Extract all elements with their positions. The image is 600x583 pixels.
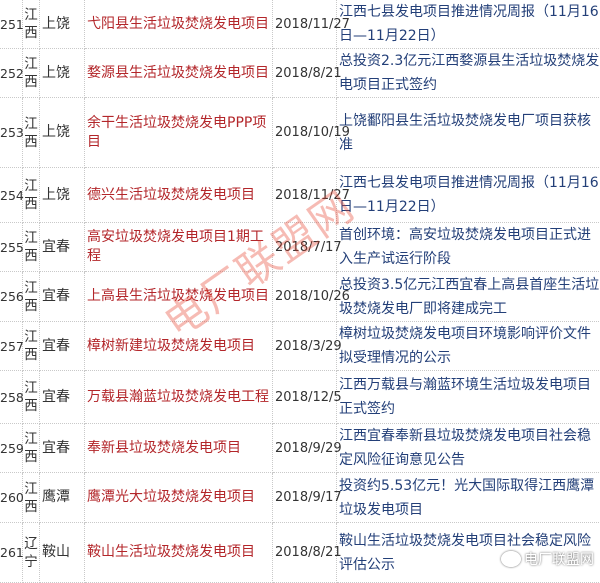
date: 2018/8/21: [273, 523, 337, 583]
news-link[interactable]: 樟树垃圾焚烧发电项目环境影响评价文件拟受理情况的公示: [337, 322, 600, 371]
province: 江西: [23, 49, 40, 98]
city: 鹰潭: [40, 473, 85, 523]
news-link[interactable]: 投资约5.53亿元！光大国际取得江西鹰潭垃圾发电项目: [337, 473, 600, 523]
project-name[interactable]: 上高县生活垃圾焚烧发电项目: [85, 272, 273, 322]
province: 江西: [23, 424, 40, 473]
logo-text: 电厂联盟网: [524, 549, 594, 569]
province: 江西: [23, 371, 40, 424]
city: 宜春: [40, 371, 85, 424]
row-number: 253: [0, 98, 23, 168]
row-number: 255: [0, 223, 23, 272]
date: 2018/9/29: [273, 424, 337, 473]
city: 宜春: [40, 424, 85, 473]
row-number: 251: [0, 0, 23, 49]
city: 鞍山: [40, 523, 85, 583]
date: 2018/8/21: [273, 49, 337, 98]
date: 2018/7/17: [273, 223, 337, 272]
row-number: 256: [0, 272, 23, 322]
project-name[interactable]: 弋阳县生活垃圾焚烧发电项目: [85, 0, 273, 49]
row-number: 259: [0, 424, 23, 473]
province: 江西: [23, 272, 40, 322]
row-number: 260: [0, 473, 23, 523]
news-link[interactable]: 江西七县发电项目推进情况周报（11月16日—11月22日）: [337, 168, 600, 223]
project-name[interactable]: 樟树新建垃圾焚烧发电项目: [85, 322, 273, 371]
row-number: 257: [0, 322, 23, 371]
province: 江西: [23, 0, 40, 49]
date: 2018/10/19: [273, 98, 337, 168]
province: 江西: [23, 322, 40, 371]
city: 上饶: [40, 168, 85, 223]
date: 2018/10/26: [273, 272, 337, 322]
project-name[interactable]: 高安垃圾焚烧发电项目1期工程: [85, 223, 273, 272]
row-number: 252: [0, 49, 23, 98]
city: 宜春: [40, 223, 85, 272]
news-link[interactable]: 首创环境：高安垃圾焚烧发电项目正式进入生产试运行阶段: [337, 223, 600, 272]
province: 江西: [23, 98, 40, 168]
row-number: 261: [0, 523, 23, 583]
news-link[interactable]: 江西七县发电项目推进情况周报（11月16日—11月22日）: [337, 0, 600, 49]
news-link[interactable]: 江西宜春奉新县垃圾焚烧发电项目社会稳定风险征询意见公告: [337, 424, 600, 473]
province: 辽宁: [23, 523, 40, 583]
row-number: 258: [0, 371, 23, 424]
project-name[interactable]: 余干生活垃圾焚烧发电PPP项目: [85, 98, 273, 168]
province: 江西: [23, 223, 40, 272]
project-name[interactable]: 万载县瀚蓝垃圾焚烧发电工程: [85, 371, 273, 424]
city: 上饶: [40, 0, 85, 49]
date: 2018/9/17: [273, 473, 337, 523]
date: 2018/11/27: [273, 0, 337, 49]
project-name[interactable]: 鞍山生活垃圾焚烧发电项目: [85, 523, 273, 583]
city: 上饶: [40, 98, 85, 168]
city: 宜春: [40, 322, 85, 371]
province: 江西: [23, 168, 40, 223]
wechat-logo: 电厂联盟网: [501, 549, 594, 569]
project-name[interactable]: 鹰潭光大垃圾焚烧发电项目: [85, 473, 273, 523]
news-link[interactable]: 上饶鄱阳县生活垃圾焚烧发电厂项目获核准: [337, 98, 600, 168]
row-number: 254: [0, 168, 23, 223]
date: 2018/3/29: [273, 322, 337, 371]
wechat-icon: [501, 551, 521, 567]
project-name[interactable]: 婺源县生活垃圾焚烧发电项目: [85, 49, 273, 98]
province: 江西: [23, 473, 40, 523]
news-link[interactable]: 江西万载县与瀚蓝环境生活垃圾发电项目正式签约: [337, 371, 600, 424]
city: 上饶: [40, 49, 85, 98]
news-link[interactable]: 总投资3.5亿元江西宜春上高县首座生活垃圾焚烧发电厂即将建成完工: [337, 272, 600, 322]
news-link[interactable]: 总投资2.3亿元江西婺源县生活垃圾焚烧发电项目正式签约: [337, 49, 600, 98]
date: 2018/11/27: [273, 168, 337, 223]
project-name[interactable]: 德兴生活垃圾焚烧发电项目: [85, 168, 273, 223]
project-name[interactable]: 奉新县垃圾焚烧发电项目: [85, 424, 273, 473]
date: 2018/12/5: [273, 371, 337, 424]
city: 宜春: [40, 272, 85, 322]
